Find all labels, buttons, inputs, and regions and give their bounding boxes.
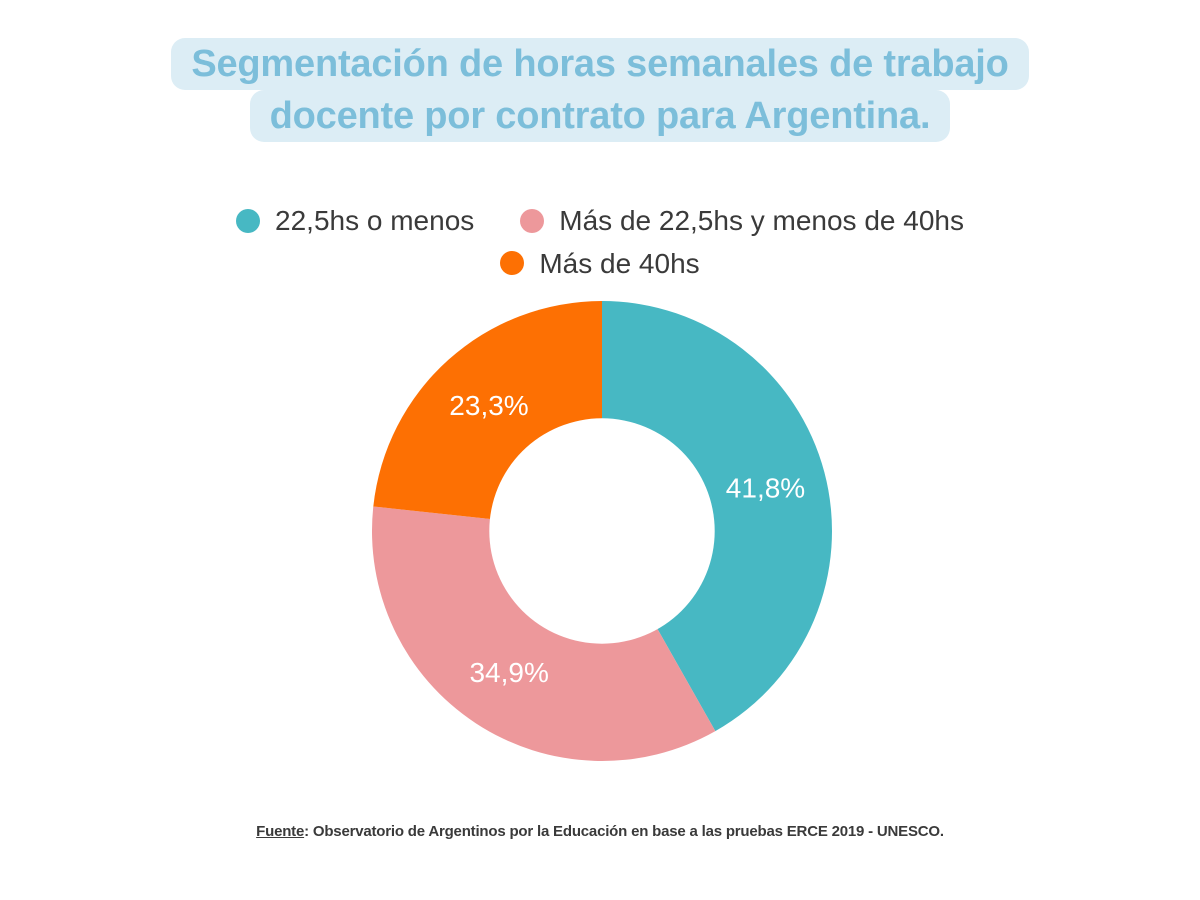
title-line-2: docente por contrato para Argentina. bbox=[249, 90, 951, 143]
slice-label-3: 23,3% bbox=[449, 390, 528, 421]
title-row-2: docente por contrato para Argentina. bbox=[0, 90, 1200, 143]
slice-label-1: 41,8% bbox=[726, 472, 805, 503]
title-line-1: Segmentación de horas semanales de traba… bbox=[171, 38, 1029, 91]
legend-label: Más de 40hs bbox=[539, 247, 700, 279]
donut-chart-svg: 41,8% 34,9% 23,3% bbox=[372, 301, 832, 761]
title-row-1: Segmentación de horas semanales de traba… bbox=[0, 38, 1200, 91]
legend-swatch-pink-icon bbox=[520, 208, 545, 233]
donut-chart: 41,8% 34,9% 23,3% bbox=[372, 301, 832, 761]
donut-hole bbox=[489, 418, 715, 644]
legend-swatch-teal-icon bbox=[236, 208, 261, 233]
legend-item-mas-de-22-5hs-y-menos-de-40hs: Más de 22,5hs y menos de 40hs bbox=[520, 204, 964, 238]
legend-item-mas-de-40hs: Más de 40hs bbox=[500, 247, 700, 281]
legend-row-1: 22,5hs o menos Más de 22,5hs y menos de … bbox=[236, 204, 964, 238]
chart-legend: 22,5hs o menos Más de 22,5hs y menos de … bbox=[0, 204, 1200, 280]
slice-label-2: 34,9% bbox=[469, 657, 548, 688]
legend-swatch-orange-icon bbox=[500, 251, 525, 276]
legend-label: Más de 22,5hs y menos de 40hs bbox=[559, 205, 964, 236]
legend-label: 22,5hs o menos bbox=[275, 205, 475, 236]
legend-row-2: Más de 40hs bbox=[500, 247, 700, 281]
source-label: Fuente bbox=[256, 823, 305, 840]
source-text: : Observatorio de Argentinos por la Educ… bbox=[304, 823, 944, 840]
donut-slice-2 bbox=[372, 506, 716, 761]
legend-item-22-5hs-o-menos: 22,5hs o menos bbox=[236, 204, 474, 238]
chart-title: Segmentación de horas semanales de traba… bbox=[0, 38, 1200, 143]
source-note: Fuente: Observatorio de Argentinos por l… bbox=[0, 823, 1200, 840]
